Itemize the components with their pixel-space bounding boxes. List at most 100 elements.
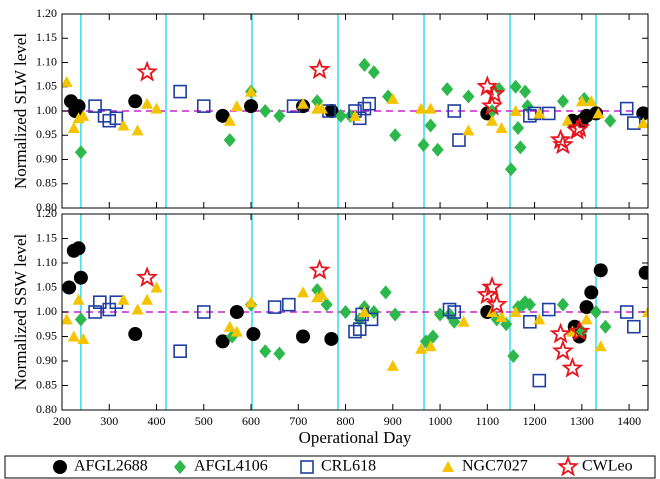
point [532,373,547,388]
point [102,302,117,317]
y-tick-label: 1.20 [36,6,57,20]
y-tick-label: 1.05 [36,279,57,293]
point [627,319,641,334]
point [507,349,520,364]
y-tick-label: 1.20 [36,206,57,220]
point [523,314,537,329]
point [599,319,612,334]
legend-marker [53,460,67,474]
point [568,320,591,341]
point [549,128,572,150]
point [561,114,574,126]
point [415,342,428,354]
point [579,300,594,315]
y-axis-label: Normalized SSW level [11,234,30,391]
point [386,92,399,104]
point [457,315,470,327]
point [551,133,574,155]
point [533,107,546,119]
point [273,346,286,361]
point [426,329,439,344]
point [196,99,211,113]
point [67,330,80,342]
point [62,280,77,295]
point [297,97,310,109]
point [339,305,352,319]
plot-area [62,241,648,388]
legend-label: CRL618 [321,458,376,475]
legend-marker [556,455,580,477]
point [308,258,331,280]
point [367,65,380,80]
point [223,114,236,126]
point [348,324,362,339]
point [379,285,392,300]
y-tick-label: 1.10 [36,255,57,269]
point [109,111,124,126]
point [267,300,282,314]
x-tick-label: 1400 [617,414,641,428]
point [334,108,347,123]
point [362,96,376,111]
point [431,142,444,157]
point [128,94,143,109]
point [136,266,158,288]
y-tick-label: 1.15 [36,230,57,244]
point [452,133,466,147]
point [541,302,556,317]
point [173,84,187,99]
legend-box [4,455,656,479]
point [349,109,361,121]
point [117,293,130,305]
point [259,344,272,359]
y-tick-label: 0.90 [36,353,57,367]
x-tick-label: 800 [337,414,355,428]
y-tick-label: 0.80 [36,200,57,214]
y-tick-label: 1.10 [36,54,57,68]
point [556,94,569,109]
point [67,121,80,133]
y-tick-label: 0.95 [36,328,57,342]
point [424,102,437,114]
point [627,116,641,130]
point [541,106,556,121]
point [62,75,73,87]
point [462,124,475,136]
point [424,340,437,352]
point [71,99,86,114]
x-tick-label: 1300 [570,414,594,428]
point [533,313,546,325]
point [483,82,506,104]
point [245,296,258,308]
point [73,270,88,285]
x-tick-label: 1000 [428,414,452,428]
point [128,327,143,342]
point [415,102,428,114]
point [619,101,634,116]
point [229,305,244,319]
point [549,322,572,344]
point [642,306,648,317]
plot-frame [61,213,649,411]
point [495,310,508,322]
point [568,116,591,138]
point [173,344,187,359]
point [509,79,522,94]
legend-label: CWLeo [582,458,633,475]
y-tick-label: 1.00 [36,304,57,318]
point [324,331,339,346]
point [246,327,261,342]
point [584,285,599,300]
point [136,60,158,82]
point [150,281,163,293]
point [485,293,508,314]
point [575,95,588,107]
point [77,109,90,121]
point [504,162,517,177]
point [282,297,296,312]
point [509,306,522,317]
point [320,297,333,312]
y-tick-label: 0.85 [36,176,57,190]
point [519,84,532,99]
